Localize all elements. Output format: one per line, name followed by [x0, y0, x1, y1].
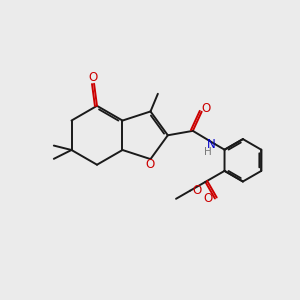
Text: H: H [204, 147, 212, 158]
Text: O: O [204, 192, 213, 205]
Text: N: N [207, 138, 216, 151]
Text: O: O [192, 184, 201, 197]
Text: O: O [202, 102, 211, 115]
Text: O: O [145, 158, 154, 171]
Text: O: O [88, 71, 97, 84]
